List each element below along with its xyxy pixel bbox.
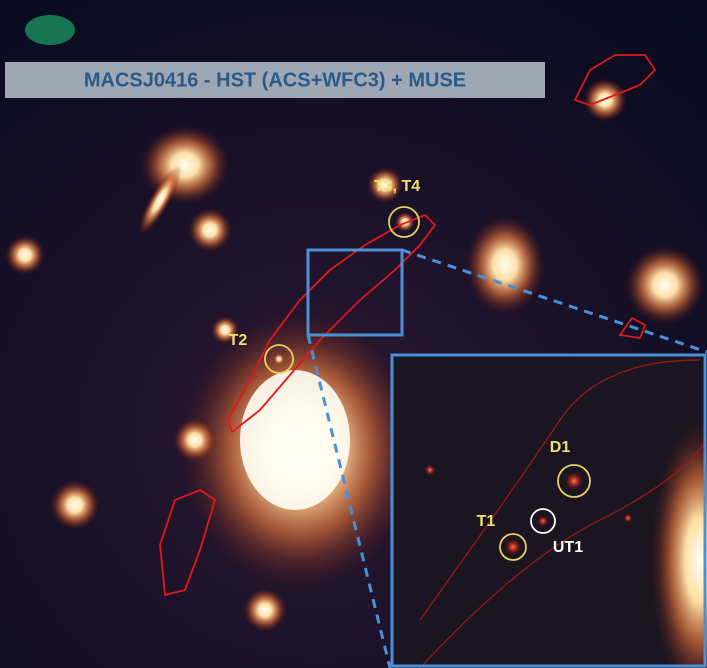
label: UT1 <box>553 539 583 556</box>
label: T3, T4 <box>374 178 420 195</box>
contours <box>159 54 657 597</box>
inset <box>390 353 707 668</box>
markers <box>264 206 420 374</box>
zoom-box <box>306 248 404 337</box>
label: T1 <box>477 513 496 530</box>
zoom-lines <box>306 248 707 668</box>
label: T2 <box>229 332 248 349</box>
title: MACSJ0416 - HST (ACS+WFC3) + MUSE <box>84 69 466 91</box>
label: D1 <box>550 439 571 456</box>
title-banner <box>5 62 545 98</box>
